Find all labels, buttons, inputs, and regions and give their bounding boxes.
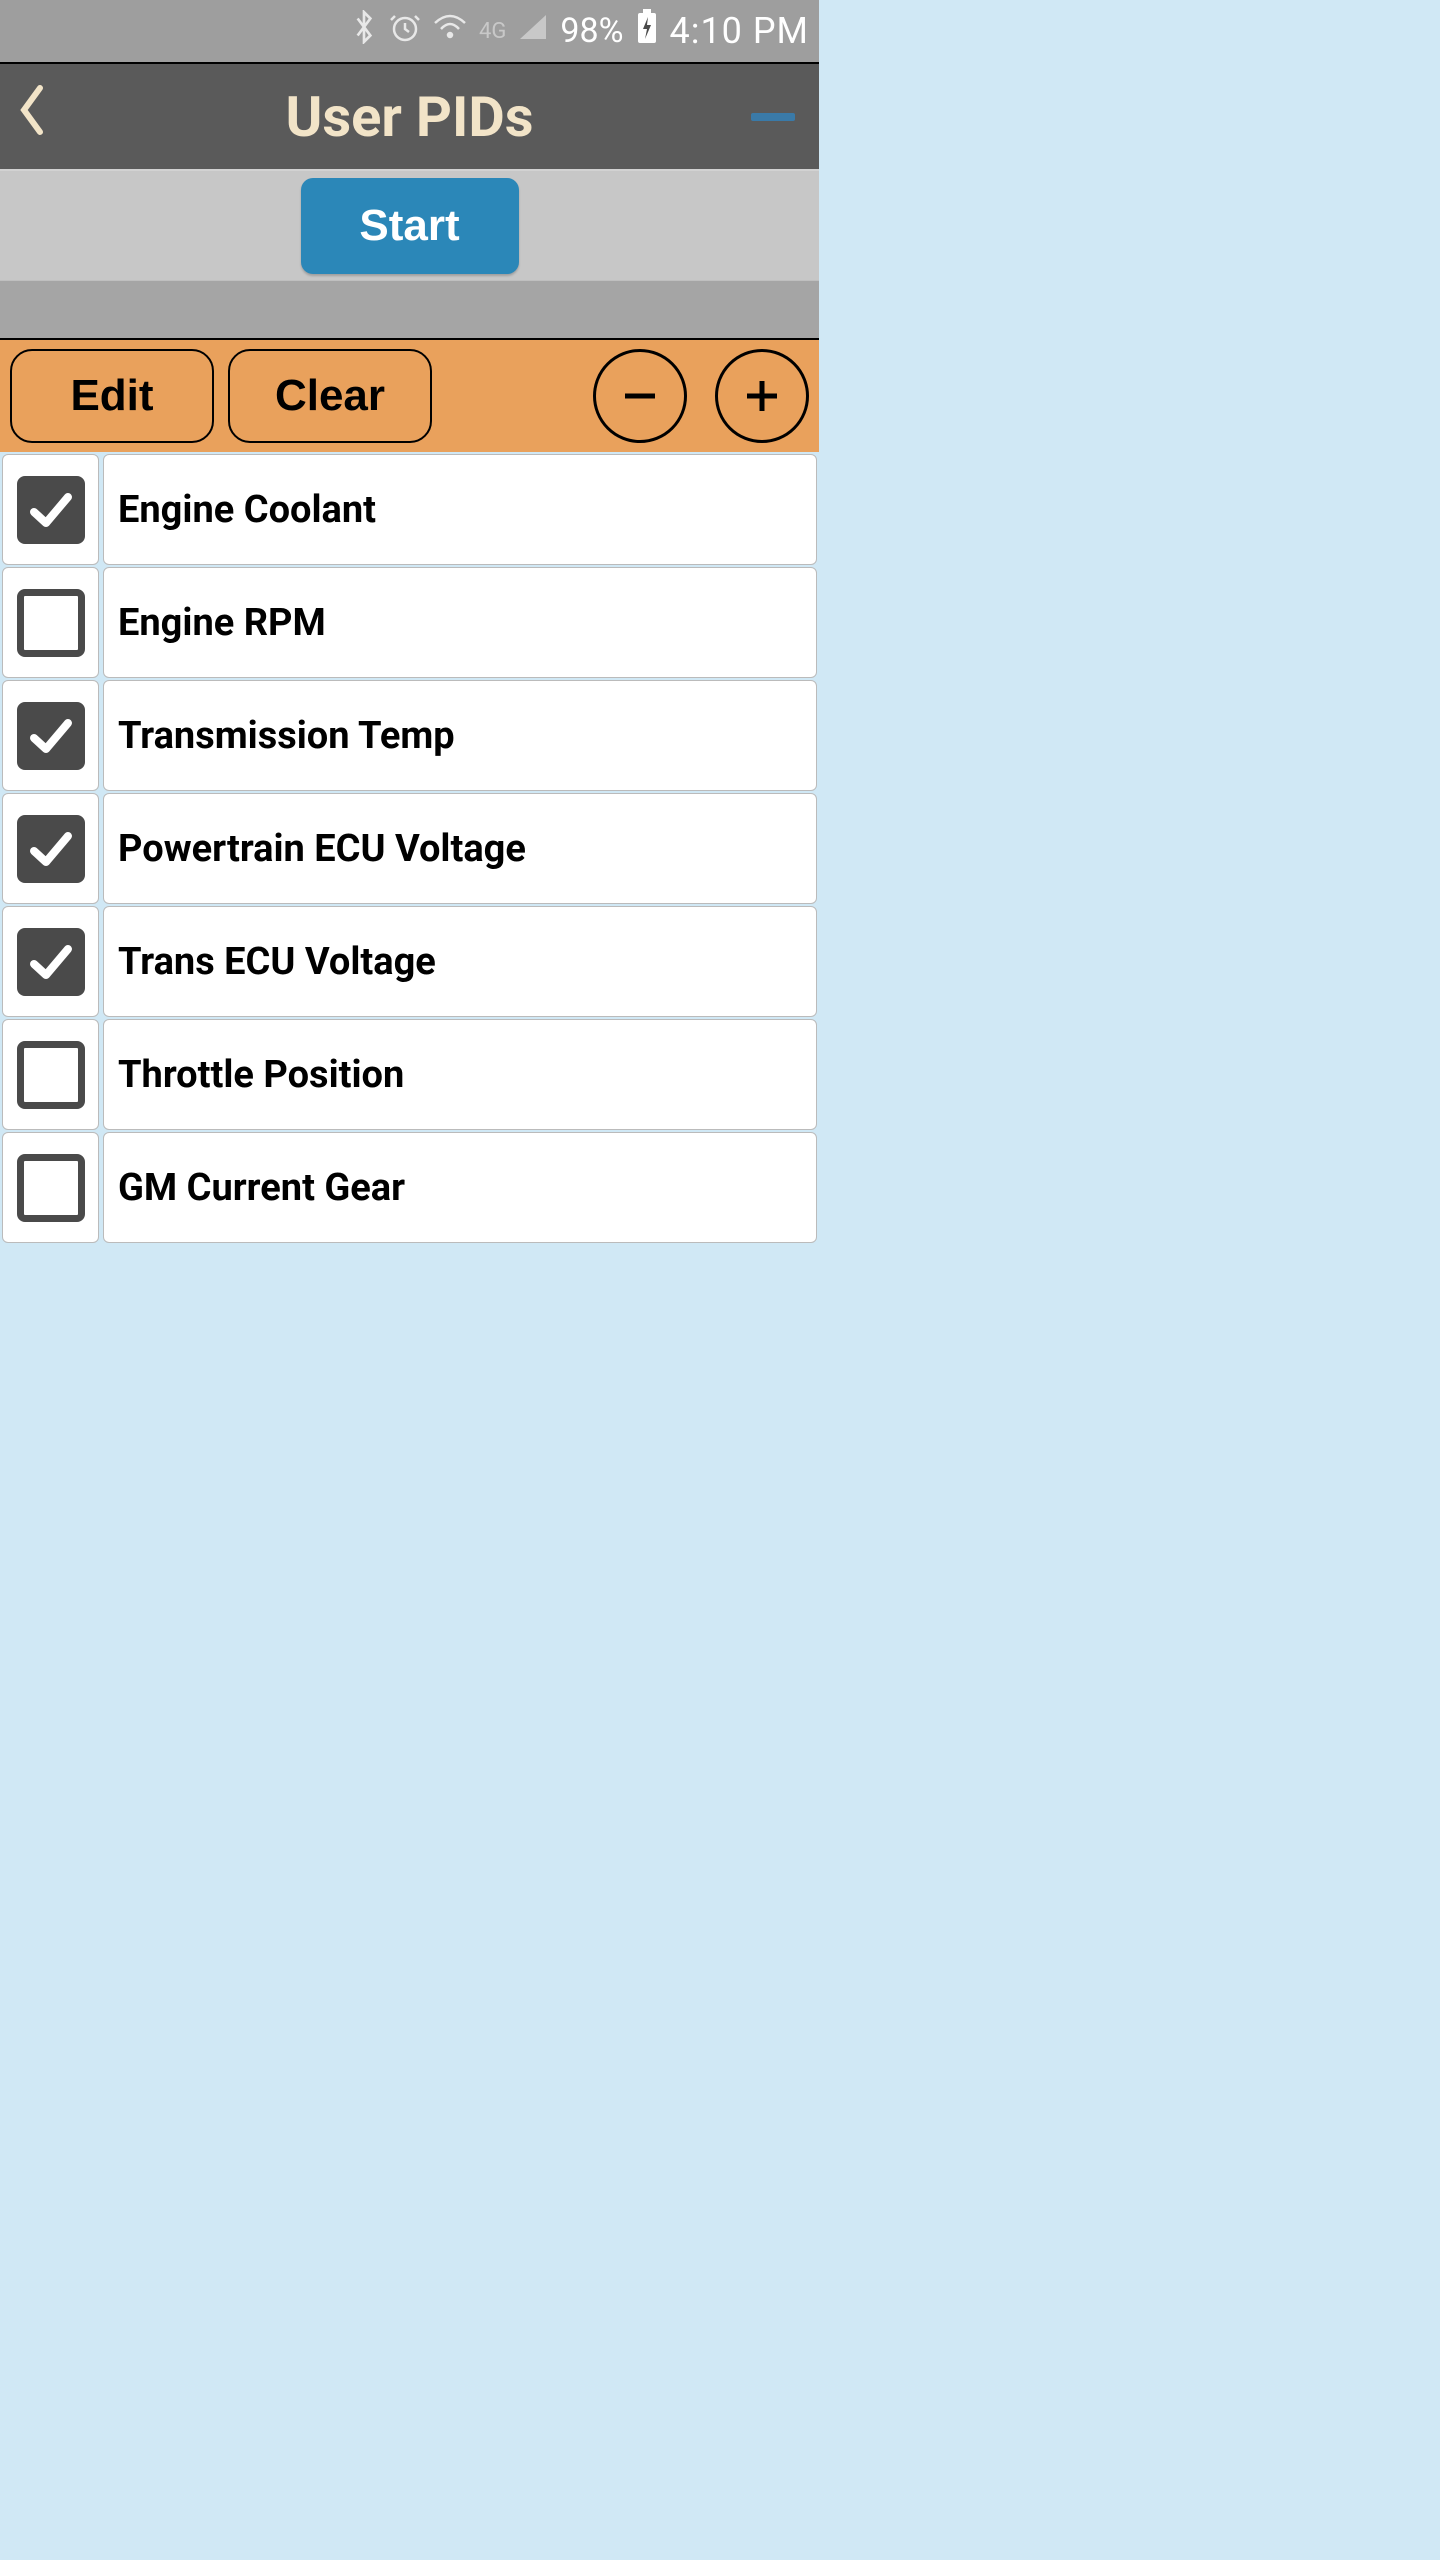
pid-label[interactable]: Throttle Position [103, 1019, 817, 1130]
pid-row: Throttle Position [0, 1019, 819, 1130]
pid-label[interactable]: Trans ECU Voltage [103, 906, 817, 1017]
checkbox-checked-icon[interactable] [17, 476, 85, 544]
checkbox-unchecked-icon[interactable] [17, 1041, 85, 1109]
checkbox-cell[interactable] [2, 906, 99, 1017]
wifi-icon [433, 13, 467, 49]
checkbox-unchecked-icon[interactable] [17, 589, 85, 657]
pid-row: GM Current Gear [0, 1132, 819, 1243]
battery-charging-icon [636, 9, 658, 53]
checkbox-cell[interactable] [2, 793, 99, 904]
pid-label[interactable]: Powertrain ECU Voltage [103, 793, 817, 904]
status-bar: 4G 98% 4:10 PM [0, 0, 819, 62]
minus-button[interactable] [593, 349, 687, 443]
checkbox-checked-icon[interactable] [17, 815, 85, 883]
clock-time: 4:10 PM [670, 10, 810, 52]
checkbox-cell[interactable] [2, 680, 99, 791]
page-title: User PIDs [0, 84, 819, 150]
clear-button[interactable]: Clear [228, 349, 432, 443]
start-area: Start [0, 169, 819, 280]
pid-label[interactable]: Engine RPM [103, 567, 817, 678]
app-header: User PIDs [0, 62, 819, 169]
section-divider [0, 280, 819, 340]
battery-percentage: 98% [560, 11, 623, 51]
network-indicator-icon: 4G [479, 19, 506, 44]
bluetooth-icon [351, 10, 377, 52]
signal-icon [518, 13, 548, 49]
plus-icon [737, 371, 787, 421]
alarm-icon [389, 11, 421, 51]
checkbox-unchecked-icon[interactable] [17, 1154, 85, 1222]
pid-row: Trans ECU Voltage [0, 906, 819, 1017]
checkbox-cell[interactable] [2, 454, 99, 565]
pid-label[interactable]: Transmission Temp [103, 680, 817, 791]
pid-list: Engine CoolantEngine RPMTransmission Tem… [0, 452, 819, 1243]
plus-button[interactable] [715, 349, 809, 443]
action-bar: Edit Clear [0, 340, 819, 452]
pid-row: Engine RPM [0, 567, 819, 678]
start-button[interactable]: Start [301, 178, 519, 274]
minus-icon [615, 371, 665, 421]
checkbox-checked-icon[interactable] [17, 928, 85, 996]
checkbox-cell[interactable] [2, 1132, 99, 1243]
pid-row: Transmission Temp [0, 680, 819, 791]
pid-row: Engine Coolant [0, 454, 819, 565]
checkbox-checked-icon[interactable] [17, 702, 85, 770]
checkbox-cell[interactable] [2, 1019, 99, 1130]
checkbox-cell[interactable] [2, 567, 99, 678]
pid-label[interactable]: GM Current Gear [103, 1132, 817, 1243]
pid-row: Powertrain ECU Voltage [0, 793, 819, 904]
menu-icon[interactable] [751, 113, 795, 121]
pid-label[interactable]: Engine Coolant [103, 454, 817, 565]
edit-button[interactable]: Edit [10, 349, 214, 443]
